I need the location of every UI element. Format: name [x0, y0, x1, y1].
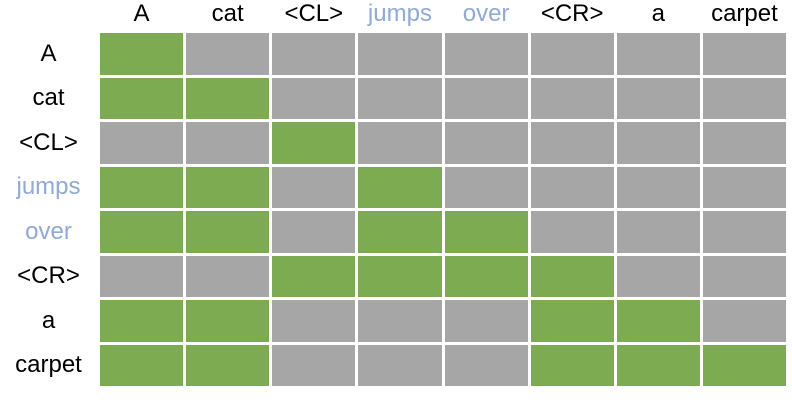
mask-cell-1-0	[100, 77, 184, 119]
mask-cell-0-6	[616, 33, 700, 75]
column-header-5: <CR>	[530, 0, 614, 30]
mask-cell-7-2	[272, 344, 356, 386]
mask-cell-3-4	[444, 166, 528, 208]
mask-cell-7-5	[530, 344, 614, 386]
mask-cell-2-0	[100, 122, 184, 164]
mask-cell-6-3	[358, 300, 442, 342]
mask-cell-6-1	[186, 300, 270, 342]
mask-cell-0-0	[100, 33, 184, 75]
mask-cell-3-0	[100, 166, 184, 208]
mask-cell-2-7	[702, 122, 786, 164]
mask-cell-4-2	[272, 211, 356, 253]
mask-cell-7-3	[358, 344, 442, 386]
mask-cell-3-7	[702, 166, 786, 208]
mask-cell-0-4	[444, 33, 528, 75]
row-label-6: a	[0, 300, 97, 342]
mask-cell-3-5	[530, 166, 614, 208]
mask-cell-0-1	[186, 33, 270, 75]
mask-cell-0-2	[272, 33, 356, 75]
mask-cell-6-6	[616, 300, 700, 342]
mask-cell-0-5	[530, 33, 614, 75]
mask-cell-5-3	[358, 255, 442, 297]
mask-cell-0-7	[702, 33, 786, 75]
column-header-0: A	[100, 0, 184, 30]
mask-cell-2-5	[530, 122, 614, 164]
mask-cell-6-0	[100, 300, 184, 342]
mask-cell-1-2	[272, 77, 356, 119]
mask-cell-4-6	[616, 211, 700, 253]
mask-cell-6-7	[702, 300, 786, 342]
mask-cell-5-1	[186, 255, 270, 297]
mask-cell-2-6	[616, 122, 700, 164]
mask-cell-2-2	[272, 122, 356, 164]
mask-cell-1-1	[186, 77, 270, 119]
mask-cell-7-6	[616, 344, 700, 386]
mask-cell-3-3	[358, 166, 442, 208]
mask-cell-4-7	[702, 211, 786, 253]
row-label-7: carpet	[0, 344, 97, 386]
mask-cell-5-4	[444, 255, 528, 297]
mask-cell-3-2	[272, 166, 356, 208]
mask-cell-4-3	[358, 211, 442, 253]
row-label-4: over	[0, 211, 97, 253]
mask-cell-7-4	[444, 344, 528, 386]
column-header-3: jumps	[358, 0, 442, 30]
mask-cell-6-5	[530, 300, 614, 342]
mask-cell-3-6	[616, 166, 700, 208]
row-label-2: <CL>	[0, 122, 97, 164]
column-header-2: <CL>	[272, 0, 356, 30]
mask-cell-1-6	[616, 77, 700, 119]
mask-cell-5-6	[616, 255, 700, 297]
mask-cell-4-4	[444, 211, 528, 253]
mask-cell-4-0	[100, 211, 184, 253]
column-header-1: cat	[186, 0, 270, 30]
mask-cell-7-7	[702, 344, 786, 386]
row-label-3: jumps	[0, 166, 97, 208]
row-label-5: <CR>	[0, 255, 97, 297]
mask-cell-5-5	[530, 255, 614, 297]
mask-cell-2-3	[358, 122, 442, 164]
mask-cell-0-3	[358, 33, 442, 75]
mask-cell-1-3	[358, 77, 442, 119]
mask-cell-7-0	[100, 344, 184, 386]
row-label-1: cat	[0, 77, 97, 119]
corner-spacer	[0, 0, 97, 30]
column-header-7: carpet	[702, 0, 786, 30]
column-header-4: over	[444, 0, 528, 30]
mask-cell-5-2	[272, 255, 356, 297]
row-label-0: A	[0, 33, 97, 75]
mask-cell-4-5	[530, 211, 614, 253]
mask-cell-4-1	[186, 211, 270, 253]
mask-cell-1-7	[702, 77, 786, 119]
mask-cell-7-1	[186, 344, 270, 386]
mask-cell-5-0	[100, 255, 184, 297]
column-header-6: a	[616, 0, 700, 30]
mask-cell-2-4	[444, 122, 528, 164]
mask-cell-1-4	[444, 77, 528, 119]
mask-cell-6-2	[272, 300, 356, 342]
mask-cell-5-7	[702, 255, 786, 297]
mask-cell-2-1	[186, 122, 270, 164]
mask-cell-3-1	[186, 166, 270, 208]
mask-cell-1-5	[530, 77, 614, 119]
mask-cell-6-4	[444, 300, 528, 342]
